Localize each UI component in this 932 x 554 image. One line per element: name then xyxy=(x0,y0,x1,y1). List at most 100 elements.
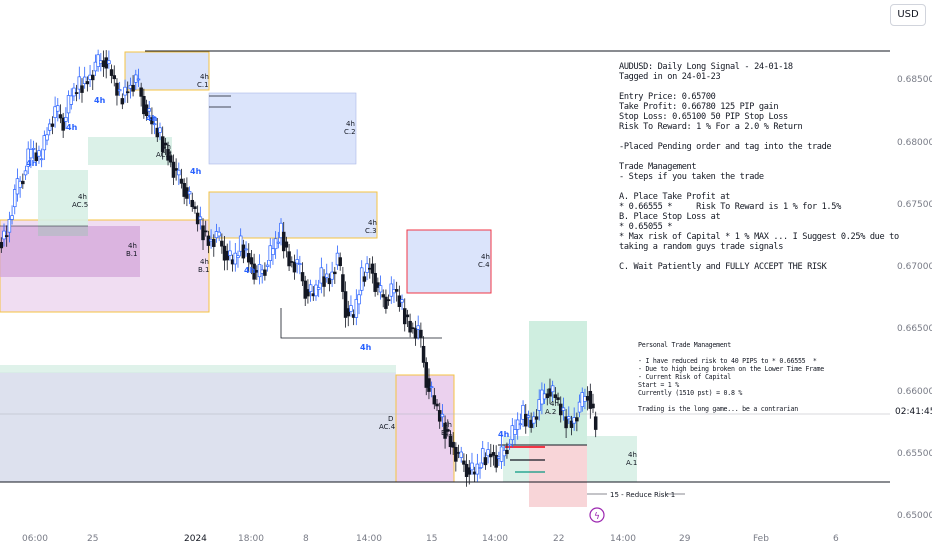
candle-body xyxy=(2,230,6,240)
zone-label-b1a: 4h xyxy=(128,242,137,250)
candle-body xyxy=(201,225,205,241)
candle-body xyxy=(281,231,286,252)
candle-body xyxy=(486,449,490,457)
candle-body xyxy=(330,271,334,280)
candle-body xyxy=(319,267,324,284)
candle-body xyxy=(123,86,127,96)
candle-body xyxy=(378,285,383,293)
candle-body xyxy=(4,235,9,237)
candle-body xyxy=(550,385,555,393)
candle-body xyxy=(521,404,525,420)
candle-body xyxy=(408,320,412,333)
candle-body xyxy=(338,257,342,267)
lightning-event-icon[interactable] xyxy=(589,507,605,523)
candle-body xyxy=(524,413,528,427)
candle-body xyxy=(187,191,192,195)
candle-body xyxy=(107,60,111,65)
candle-body xyxy=(424,362,429,388)
zone-label-a1: 4h xyxy=(628,451,637,459)
candle-body xyxy=(346,308,351,317)
time-axis[interactable]: 06:00 25 2024 18:00 8 14:00 15 14:00 22 … xyxy=(22,534,839,544)
candle-body xyxy=(491,452,496,456)
candle-body xyxy=(168,155,173,163)
zone-label-c3-id: C.3 xyxy=(365,227,377,235)
candle-body xyxy=(292,261,297,273)
candle-body xyxy=(284,241,289,248)
candle-body xyxy=(117,89,122,92)
candle-body xyxy=(429,386,434,388)
tf-label: 4h xyxy=(94,96,106,105)
candle-body xyxy=(82,76,87,84)
candle-body xyxy=(53,106,57,118)
candle-body xyxy=(480,448,485,464)
candle-body xyxy=(405,314,410,318)
tf-label: 4h xyxy=(26,159,38,168)
candle-body xyxy=(462,460,466,465)
candle-body xyxy=(386,299,391,302)
candle-body xyxy=(80,85,84,93)
candle-body xyxy=(306,289,310,297)
zone-ac5-gray xyxy=(38,226,88,236)
countdown-label: 02:41:45 xyxy=(895,407,932,417)
candle-body xyxy=(416,325,420,330)
candle-body xyxy=(575,417,579,422)
candle-body xyxy=(561,407,566,411)
candle-body xyxy=(381,294,385,298)
candle-body xyxy=(448,435,453,448)
candle-body xyxy=(131,84,135,92)
currency-button[interactable]: USD xyxy=(890,4,926,26)
candle-body xyxy=(567,416,571,420)
candle-body xyxy=(21,180,25,185)
candle-body xyxy=(362,276,367,282)
candle-body xyxy=(166,149,170,161)
candle-body xyxy=(324,273,329,278)
candle-body xyxy=(341,274,345,292)
tf-labels: 4h 4h 4h 4h 4h 4h 4h 4h xyxy=(26,96,510,439)
candle-body xyxy=(467,467,472,475)
candle-body xyxy=(45,134,49,141)
zone-label-ac4: D xyxy=(388,415,393,423)
candle-body xyxy=(349,305,353,312)
candle-body xyxy=(77,76,82,90)
candle-body xyxy=(265,264,270,267)
candle-body xyxy=(190,199,195,208)
candle-body xyxy=(427,378,431,392)
x-tick: 18:00 xyxy=(238,534,264,544)
tf-label: 4h xyxy=(190,167,202,176)
candle-body xyxy=(263,269,267,276)
candle-body xyxy=(23,170,28,176)
candle-body xyxy=(440,413,445,418)
x-tick: 15 xyxy=(426,534,437,544)
x-tick: 8 xyxy=(303,534,309,544)
zone-label-a1-id: A.1 xyxy=(626,459,637,467)
candle-body xyxy=(384,296,388,309)
zone-label-ac4-id: AC.4 xyxy=(379,423,396,431)
candle-body xyxy=(343,291,348,318)
candle-body xyxy=(109,69,114,76)
zone-label-b1b: 4h xyxy=(200,258,209,266)
candle-body xyxy=(534,416,539,420)
candle-body xyxy=(494,455,498,468)
candle-body xyxy=(249,257,254,265)
zone-label-c4-id: C.4 xyxy=(478,261,490,269)
candle-body xyxy=(564,416,568,429)
zones xyxy=(0,51,637,507)
candle-body xyxy=(31,147,36,150)
candle-body xyxy=(217,231,221,237)
candle-body xyxy=(451,441,455,448)
candle-body xyxy=(279,222,283,239)
candle-body xyxy=(50,123,55,127)
candle-body xyxy=(236,255,240,258)
price-axis[interactable]: 0.68500 0.68000 0.67500 0.67000 0.66500 … xyxy=(895,75,932,521)
zone-label-c1: 4h xyxy=(200,73,209,81)
candle-body xyxy=(163,142,168,146)
candle-body xyxy=(125,91,130,94)
candle-body xyxy=(150,117,154,125)
candles xyxy=(0,49,598,487)
y-tick: 0.66500 xyxy=(897,324,932,334)
zone-label-a2: 4h xyxy=(550,400,559,408)
candle-body xyxy=(532,416,536,424)
candle-body xyxy=(432,395,437,405)
